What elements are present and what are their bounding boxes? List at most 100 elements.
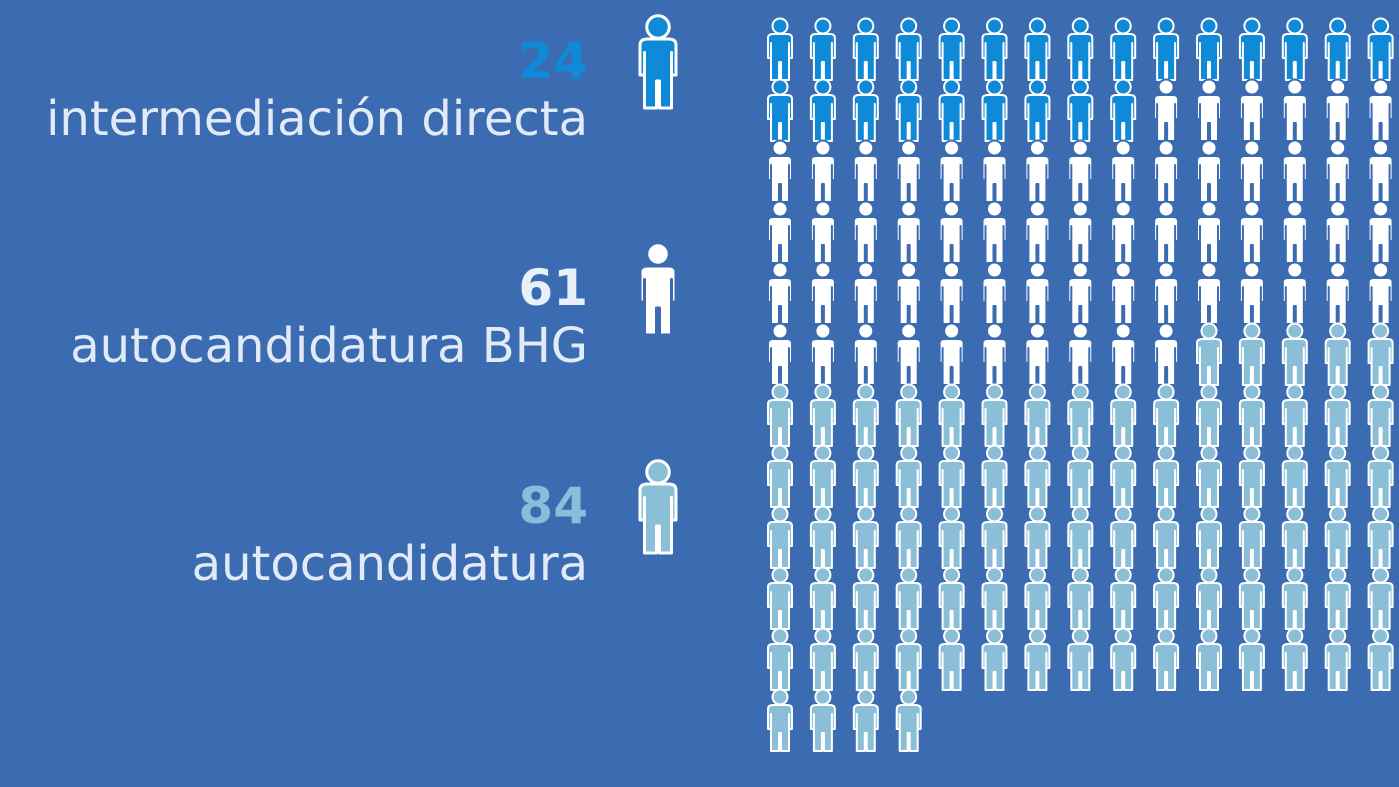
person-body xyxy=(1067,460,1094,508)
person-body xyxy=(767,460,793,508)
person-body xyxy=(1238,460,1265,508)
person-body xyxy=(1324,155,1351,203)
person-head xyxy=(771,444,789,462)
person-icon xyxy=(767,17,793,81)
person-head xyxy=(986,566,1003,584)
person-body xyxy=(938,643,965,691)
person-head xyxy=(1114,566,1132,584)
person-body xyxy=(981,277,1008,325)
person-head xyxy=(900,566,918,584)
person-head xyxy=(1071,322,1089,340)
person-body xyxy=(852,460,879,508)
person-icon xyxy=(1281,444,1308,508)
person-head xyxy=(900,200,918,218)
person-icon xyxy=(981,78,1008,142)
pictogram-group xyxy=(767,78,1394,386)
person-head xyxy=(900,139,918,157)
person-icon xyxy=(1367,261,1394,325)
person-body xyxy=(638,37,678,110)
person-head xyxy=(900,261,918,279)
person-body xyxy=(1324,521,1351,569)
person-head xyxy=(814,78,832,96)
person-body xyxy=(938,582,965,630)
person-head xyxy=(1329,505,1347,523)
person-head xyxy=(1114,200,1132,218)
person-head xyxy=(1200,261,1218,279)
person-body xyxy=(1367,460,1394,508)
category-label: autocandidatura BHG xyxy=(70,318,588,374)
person-icon xyxy=(1024,139,1051,203)
person-body xyxy=(852,521,879,569)
person-icon xyxy=(1196,566,1222,630)
person-icon xyxy=(1324,139,1351,203)
person-body xyxy=(1067,33,1094,81)
person-head xyxy=(1028,566,1046,584)
person-head xyxy=(1114,322,1132,340)
person-body xyxy=(1238,643,1265,691)
person-icon xyxy=(1024,383,1051,447)
person-icon xyxy=(981,383,1008,447)
person-icon xyxy=(1153,17,1180,81)
person-icon xyxy=(1367,78,1394,142)
person-body xyxy=(981,460,1008,508)
person-icon xyxy=(1196,261,1222,325)
person-body xyxy=(809,582,836,630)
person-body xyxy=(981,155,1008,203)
person-head xyxy=(943,444,961,462)
person-body xyxy=(1367,33,1394,81)
person-head xyxy=(1286,505,1304,523)
person-icon xyxy=(1024,322,1051,386)
person-body xyxy=(1196,460,1222,508)
person-body xyxy=(1324,643,1351,691)
person-body xyxy=(1196,521,1222,569)
person-icon xyxy=(1367,139,1394,203)
person-icon xyxy=(1324,17,1351,81)
person-icon xyxy=(1324,505,1351,569)
person-body xyxy=(852,582,879,630)
person-body xyxy=(1367,94,1394,142)
person-body xyxy=(1367,338,1394,386)
person-head xyxy=(986,17,1003,35)
person-icon xyxy=(1367,505,1394,569)
person-icon xyxy=(1281,78,1308,142)
pictogram-group xyxy=(767,17,1394,142)
person-body xyxy=(1067,94,1094,142)
person-head xyxy=(1071,78,1089,96)
person-head xyxy=(900,383,918,401)
person-icon xyxy=(938,566,965,630)
person-icon xyxy=(1196,78,1222,142)
person-body xyxy=(767,338,793,386)
person-body xyxy=(1110,33,1137,81)
person-head xyxy=(1286,139,1304,157)
person-head xyxy=(1372,505,1390,523)
person-body xyxy=(1196,216,1222,264)
person-icon xyxy=(1110,17,1137,81)
person-head xyxy=(857,78,875,96)
person-icon xyxy=(767,627,793,691)
category-value: 84 xyxy=(518,477,588,535)
person-head xyxy=(1329,627,1347,645)
person-icon xyxy=(1367,566,1394,630)
person-icon xyxy=(895,566,922,630)
person-icon xyxy=(852,627,879,691)
person-head xyxy=(645,459,671,485)
person-body xyxy=(1153,277,1180,325)
person-head xyxy=(1200,17,1218,35)
person-body xyxy=(938,216,965,264)
person-body xyxy=(809,277,836,325)
person-icon xyxy=(938,78,965,142)
person-icon xyxy=(852,261,879,325)
person-body xyxy=(809,460,836,508)
person-body xyxy=(1067,521,1094,569)
person-head xyxy=(771,383,789,401)
person-head xyxy=(1200,139,1218,157)
person-head xyxy=(900,78,918,96)
person-icon xyxy=(981,322,1008,386)
person-icon xyxy=(1367,627,1394,691)
person-icon xyxy=(852,17,879,81)
person-head xyxy=(771,17,789,35)
person-head xyxy=(1329,444,1347,462)
person-head xyxy=(986,139,1003,157)
person-icon xyxy=(1110,505,1137,569)
person-body xyxy=(1324,460,1351,508)
